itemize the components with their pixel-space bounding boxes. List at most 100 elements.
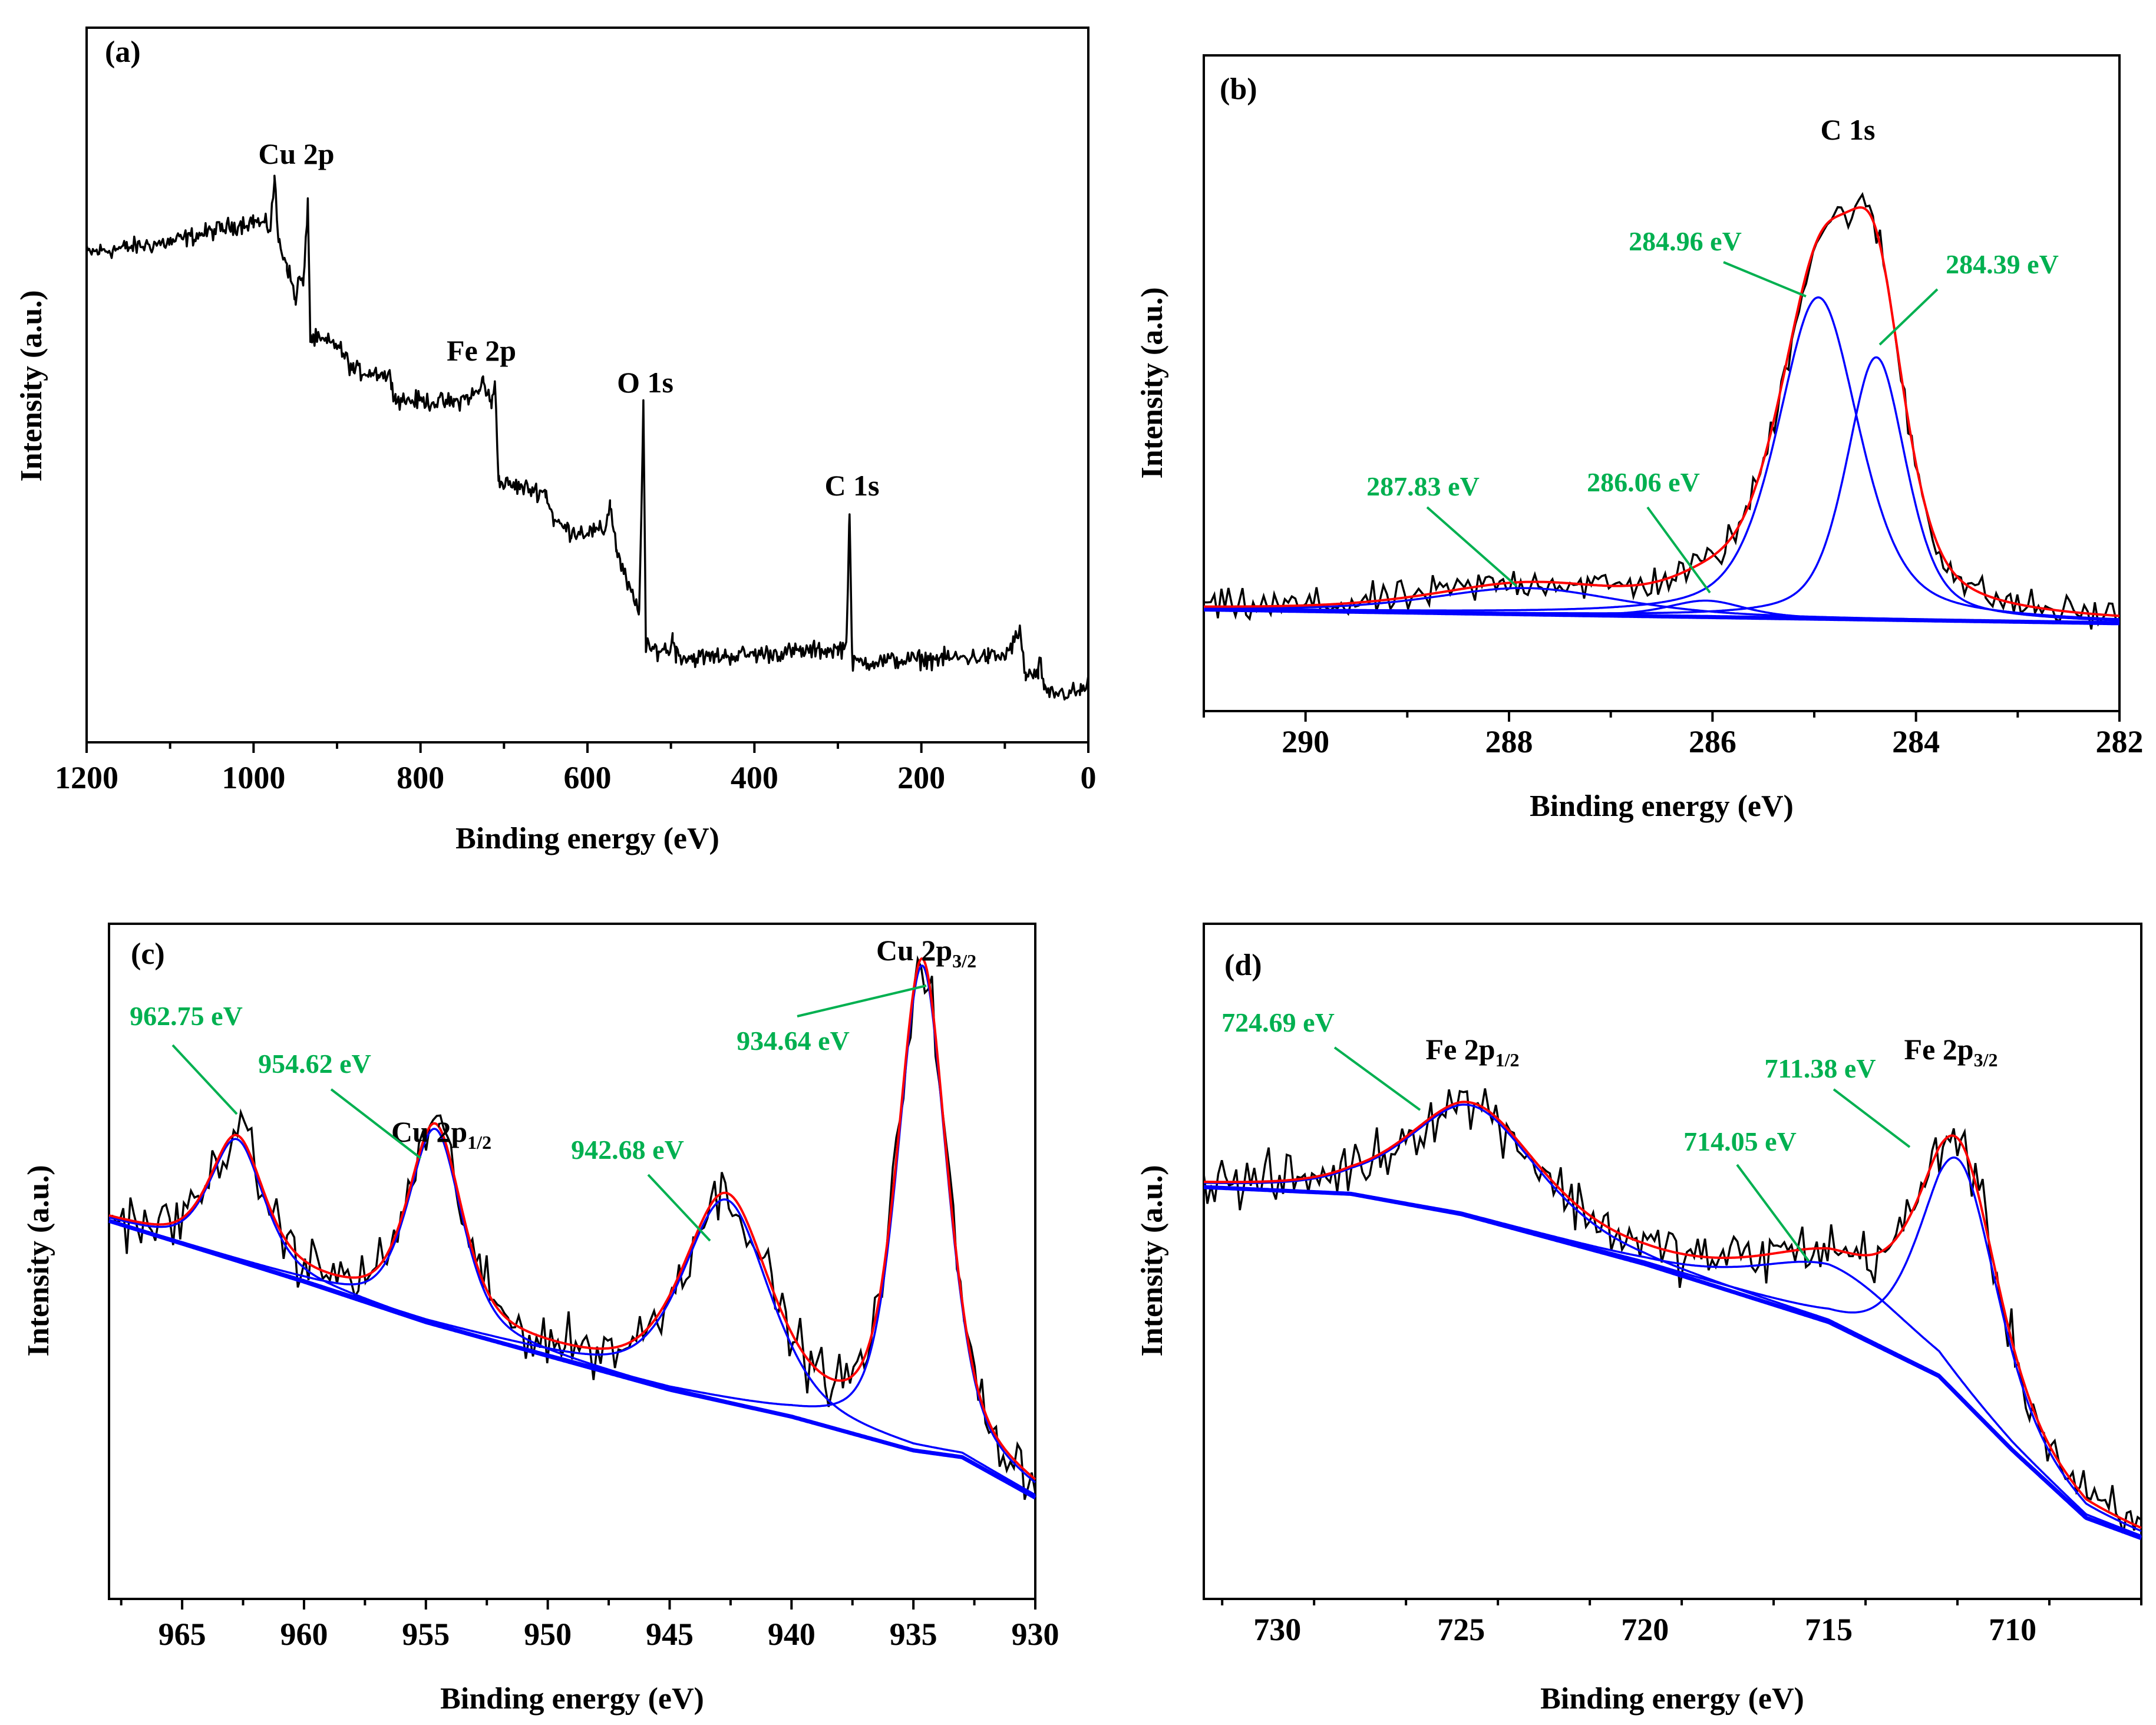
marks: [1203, 1088, 2142, 1541]
binding-energy-label: 711.38 eV: [1764, 1053, 1876, 1083]
x-tick-label: 930: [1012, 1617, 1059, 1652]
panel-label: (c): [131, 937, 165, 971]
peak-label-fe2p: Fe 2p: [447, 334, 516, 367]
binding-energy-label: 284.39 eV: [1946, 249, 2059, 279]
x-tick-label: 945: [646, 1617, 694, 1652]
marks: [108, 955, 1036, 1500]
leader-line: [1723, 261, 1807, 298]
x-axis-label: Binding energy (eV): [1530, 789, 1794, 823]
x-axis: 290 288 286 284 282: [1203, 711, 2144, 759]
peak-label-fe2p-3-2: Fe 2p3/2: [1904, 1033, 1998, 1070]
leader-line: [1646, 506, 1711, 594]
leader-line: [647, 1174, 711, 1242]
peak-label-cu2p-3-2: Cu 2p3/2: [876, 934, 976, 971]
binding-energy-label: 286.06 eV: [1587, 467, 1700, 497]
binding-energy-label: 954.62 eV: [258, 1049, 371, 1079]
x-axis: 730 725 720 715 710: [1221, 1599, 2142, 1647]
panel-label: (b): [1220, 72, 1257, 106]
x-tick-label: 288: [1485, 724, 1533, 759]
leader-line: [330, 1088, 422, 1159]
y-axis-label: Intensity (a.u.): [15, 290, 48, 481]
annotation-724-69: 724.69 eV: [1221, 1007, 1421, 1111]
x-tick-label: 965: [159, 1617, 206, 1652]
peak-label-cu2p: Cu 2p: [258, 137, 334, 170]
x-tick-label: 286: [1689, 724, 1736, 759]
raw-spectrum-line: [108, 955, 1036, 1500]
panel-label: (a): [105, 35, 141, 69]
binding-energy-label: 962.75 eV: [130, 1001, 243, 1031]
fit-component-line-2: [1203, 1156, 2142, 1532]
binding-energy-label: 714.05 eV: [1683, 1126, 1797, 1156]
panel-a-survey: 1200 1000 800 600 400 200 0 (a) Binding energy…: [15, 27, 1097, 855]
annotation-284-39: 284.39 eV: [1878, 249, 2059, 346]
survey-spectrum-line: [85, 174, 1089, 701]
fit-component-line-1: [108, 1128, 1036, 1499]
annotation-711-38: 711.38 eV: [1764, 1053, 1911, 1148]
x-tick-label: 600: [564, 760, 612, 795]
peak-label-cu2p-1-2: Cu 2p1/2: [391, 1115, 491, 1153]
leader-line: [1878, 288, 1939, 346]
panel-d-fe2p: 730 725 720 715 710 (d) Binding energy (eV) …: [1135, 923, 2142, 1716]
peak-label-c1s: C 1s: [1820, 113, 1875, 146]
marks: [85, 174, 1089, 701]
panel-b-c1s: 290 288 286 284 282 (b) Binding energy (eV) …: [1135, 54, 2144, 823]
panel-c-cu2p: 965 960 955 950 945 940 935 930 (c) Binding ene…: [22, 923, 1059, 1716]
x-axis-label: Binding energy (eV): [455, 822, 719, 855]
x-tick-label: 940: [768, 1617, 815, 1652]
marks: [1203, 191, 2120, 630]
binding-energy-label: 942.68 eV: [571, 1135, 684, 1165]
annotation-284-96: 284.96 eV: [1629, 226, 1807, 298]
x-tick-label: 290: [1282, 724, 1329, 759]
panel-label: (d): [1224, 949, 1262, 982]
annotation-954-62: 954.62 eV: [258, 1049, 422, 1159]
x-tick-label: 950: [524, 1617, 572, 1652]
x-axis: 1200 1000 800 600 400 200 0: [55, 742, 1097, 795]
fit-envelope-line: [1204, 1101, 2142, 1529]
leader-line: [1736, 1164, 1810, 1263]
leader-line: [171, 1044, 238, 1115]
annotation-286-06: 286.06 eV: [1587, 467, 1711, 594]
x-tick-label: 720: [1621, 1612, 1669, 1647]
annotation-962-75: 962.75 eV: [130, 1001, 243, 1115]
x-tick-label: 200: [897, 760, 945, 795]
x-tick-label: 710: [1989, 1612, 2036, 1647]
fit-component-line-0: [1204, 296, 2120, 620]
x-axis: 965 960 955 950 945 940 935 930: [120, 1599, 1059, 1652]
x-tick-label: 1000: [222, 760, 285, 795]
peak-label-c1s: C 1s: [824, 469, 879, 502]
raw-spectrum-line: [1203, 191, 2120, 630]
x-axis-label: Binding energy (eV): [1540, 1682, 1804, 1716]
x-tick-label: 400: [731, 760, 778, 795]
binding-energy-label: 284.96 eV: [1629, 226, 1742, 256]
x-tick-label: 800: [397, 760, 444, 795]
x-tick-label: 935: [890, 1617, 937, 1652]
binding-energy-label: 724.69 eV: [1221, 1007, 1335, 1037]
leader-line: [797, 984, 927, 1017]
peak-label-fe2p-1-2: Fe 2p1/2: [1426, 1033, 1520, 1070]
background-line: [1203, 1185, 2142, 1541]
x-tick-label: 0: [1081, 760, 1097, 795]
x-tick-label: 960: [280, 1617, 328, 1652]
x-tick-label: 1200: [55, 760, 118, 795]
x-tick-label: 955: [402, 1617, 450, 1652]
x-tick-label: 725: [1437, 1612, 1485, 1647]
leader-line: [1426, 506, 1518, 587]
annotation-934-64: 934.64 eV: [737, 984, 927, 1056]
plot-frame: [1203, 54, 2121, 712]
annotation-714-05: 714.05 eV: [1683, 1126, 1810, 1263]
annotation-287-83: 287.83 eV: [1366, 471, 1518, 587]
y-axis-label: Intensity (a.u.): [1135, 287, 1169, 478]
x-tick-label: 715: [1805, 1612, 1853, 1647]
fit-envelope-line: [108, 957, 1036, 1481]
plot-frame: [1203, 923, 2142, 1600]
y-axis-label: Intensity (a.u.): [1135, 1165, 1169, 1356]
fit-envelope-line: [1204, 206, 2120, 617]
plot-frame: [108, 923, 1036, 1600]
fit-component-line-3: [108, 964, 1036, 1483]
peak-label-o1s: O 1s: [617, 366, 673, 399]
fit-component-line-1: [1203, 1185, 2142, 1537]
x-tick-label: 730: [1253, 1612, 1301, 1647]
binding-energy-label: 287.83 eV: [1366, 471, 1480, 501]
raw-spectrum-line: [1203, 1088, 2142, 1534]
